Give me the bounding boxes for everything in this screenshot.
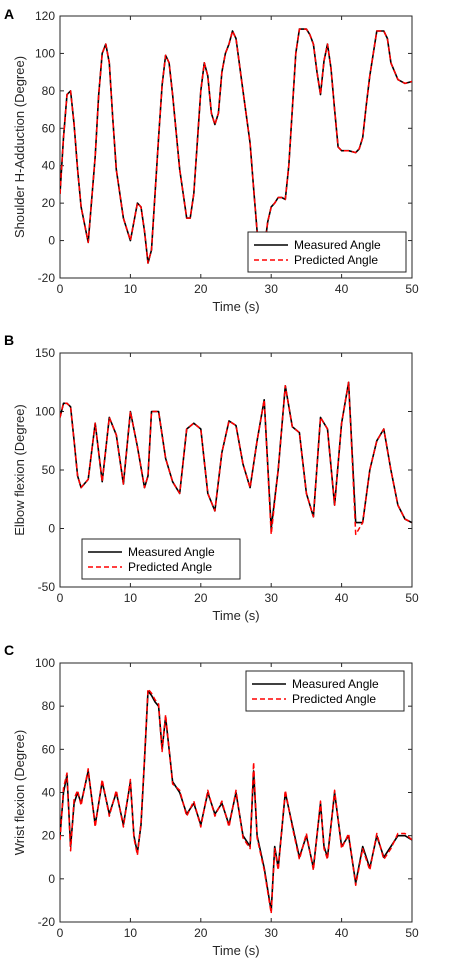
x-axis-label: Time (s) — [212, 608, 259, 623]
legend-entry: Measured Angle — [292, 677, 379, 691]
x-tick-label: 0 — [57, 926, 64, 940]
y-tick-label: 0 — [48, 872, 55, 886]
y-axis-label: Wrist flexion (Degree) — [12, 730, 27, 855]
y-axis-label: Elbow flexion (Degree) — [12, 404, 27, 536]
x-axis-label: Time (s) — [212, 943, 259, 958]
series-line-predicted — [60, 28, 412, 270]
y-tick-label: 60 — [42, 742, 56, 756]
legend-entry: Measured Angle — [294, 238, 381, 252]
x-tick-label: 30 — [265, 926, 279, 940]
y-tick-label: -20 — [38, 271, 56, 285]
x-tick-label: 40 — [335, 282, 349, 296]
x-tick-label: 30 — [265, 282, 279, 296]
series-line-predicted — [60, 688, 412, 915]
y-tick-label: 0 — [48, 522, 55, 536]
legend-entry: Predicted Angle — [128, 560, 212, 574]
panel-label: A — [4, 6, 14, 22]
y-tick-label: 80 — [42, 699, 56, 713]
series-line-predicted — [60, 381, 412, 536]
y-tick-label: -20 — [38, 915, 56, 929]
legend-entry: Predicted Angle — [292, 692, 376, 706]
legend-box — [247, 231, 407, 273]
legend-entry: Predicted Angle — [294, 253, 378, 267]
panel-label: B — [4, 332, 14, 348]
x-tick-label: 0 — [57, 282, 64, 296]
y-tick-label: 40 — [42, 159, 56, 173]
x-axis-label: Time (s) — [212, 299, 259, 314]
y-tick-label: 20 — [42, 829, 56, 843]
y-axis-label: Shoulder H-Adduction (Degree) — [12, 56, 27, 238]
legend-entry: Measured Angle — [128, 545, 215, 559]
x-tick-label: 40 — [335, 926, 349, 940]
x-tick-label: 20 — [194, 282, 208, 296]
x-tick-label: 20 — [194, 926, 208, 940]
y-tick-label: 100 — [35, 46, 55, 60]
legend-box — [245, 670, 405, 712]
x-tick-label: 50 — [405, 282, 419, 296]
x-tick-label: 20 — [194, 591, 208, 605]
x-tick-label: 0 — [57, 591, 64, 605]
y-tick-label: 150 — [35, 346, 55, 360]
y-tick-label: 20 — [42, 196, 56, 210]
y-tick-label: 50 — [42, 463, 56, 477]
x-tick-label: 10 — [124, 926, 138, 940]
y-tick-label: 60 — [42, 121, 56, 135]
x-tick-label: 10 — [124, 282, 138, 296]
x-tick-label: 50 — [405, 591, 419, 605]
y-tick-label: 80 — [42, 84, 56, 98]
y-tick-label: 100 — [35, 405, 55, 419]
x-tick-label: 50 — [405, 926, 419, 940]
x-tick-label: 10 — [124, 591, 138, 605]
x-tick-label: 40 — [335, 591, 349, 605]
x-tick-label: 30 — [265, 591, 279, 605]
y-tick-label: -50 — [38, 580, 56, 594]
y-tick-label: 120 — [35, 9, 55, 23]
y-tick-label: 40 — [42, 786, 56, 800]
y-tick-label: 0 — [48, 234, 55, 248]
panel-label: C — [4, 642, 14, 658]
y-tick-label: 100 — [35, 656, 55, 670]
legend-box — [81, 538, 241, 580]
